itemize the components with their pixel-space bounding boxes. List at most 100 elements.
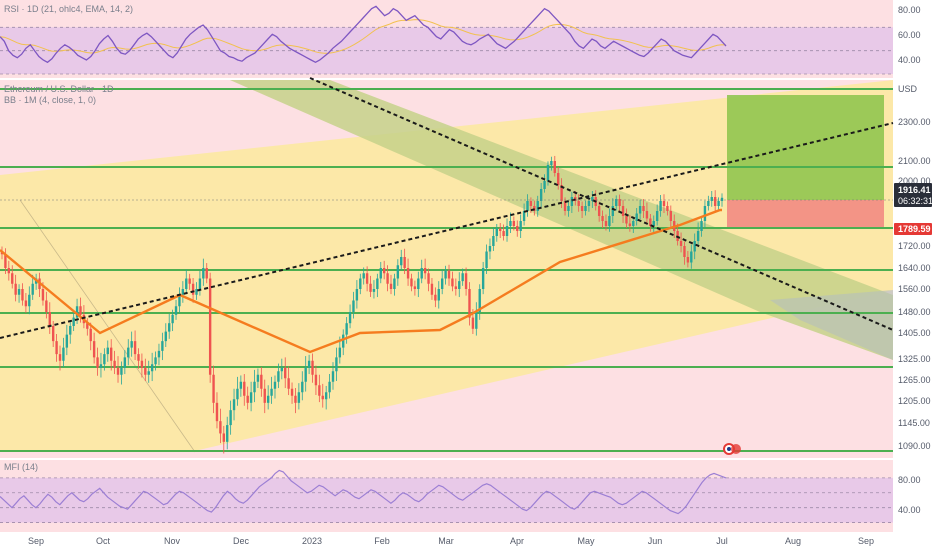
candle-body-189 — [645, 211, 649, 219]
candle-body-45 — [154, 357, 157, 365]
candle-body-129 — [440, 278, 444, 289]
price-tick-label-13: 1090.00 — [898, 441, 931, 451]
candle-body-81 — [277, 371, 280, 382]
candle-body-21 — [72, 317, 75, 326]
candle-body-160 — [546, 165, 550, 181]
candle-body-117 — [400, 257, 403, 266]
target-zone — [727, 95, 884, 200]
candle-body-126 — [430, 283, 434, 295]
candle-body-112 — [382, 268, 386, 274]
candle-body-66 — [226, 425, 229, 442]
candle-body-108 — [369, 283, 372, 292]
candle-body-27 — [92, 341, 96, 358]
candle-body-142 — [485, 251, 488, 268]
candle-body-82 — [280, 367, 284, 372]
candle-body-74 — [253, 381, 256, 393]
rsi-legend: RSI · 1D (21, ohlc4, EMA, 14, 2) — [4, 4, 133, 14]
candle-body-1 — [4, 254, 7, 268]
mfi-line — [0, 469, 727, 515]
candle-body-67 — [229, 410, 232, 426]
candle-body-73 — [249, 392, 253, 403]
candle-body-116 — [396, 265, 400, 279]
time-tick-label-12: Sep — [858, 536, 874, 546]
candle-body-40 — [137, 354, 140, 361]
candle-body-136 — [464, 273, 468, 289]
candle-body-103 — [352, 300, 355, 312]
candle-body-89 — [304, 367, 307, 382]
candle-body-36 — [123, 357, 127, 368]
candle-body-22 — [75, 306, 79, 318]
candle-body-199 — [679, 241, 683, 246]
candle-body-113 — [386, 273, 389, 284]
candle-body-130 — [444, 270, 447, 279]
candle-body-57 — [195, 289, 198, 295]
price-tick-label-7: 1480.00 — [898, 307, 931, 317]
candle-body-121 — [413, 286, 417, 289]
candle-body-118 — [403, 257, 406, 268]
us-flag-icon[interactable] — [723, 443, 741, 455]
price-tick-label-10: 1265.00 — [898, 375, 931, 385]
candle-body-192 — [655, 211, 659, 221]
candle-body-104 — [355, 289, 359, 301]
candle-body-33 — [113, 360, 116, 368]
candle-body-105 — [359, 278, 362, 289]
candle-body-80 — [273, 381, 277, 389]
candle-body-5 — [17, 289, 21, 295]
candle-body-101 — [345, 323, 348, 335]
current-price-tag-bg — [894, 183, 932, 207]
time-tick-label-8: May — [577, 536, 595, 546]
fib-diagonal — [19, 199, 196, 453]
candle-body-88 — [301, 381, 304, 393]
candle-body-193 — [659, 201, 662, 211]
candle-body-20 — [69, 326, 72, 335]
candle-body-60 — [205, 268, 208, 279]
candle-body-34 — [116, 367, 120, 375]
candle-body-209 — [713, 197, 717, 206]
time-tick-label-2: Nov — [164, 536, 181, 546]
candle-body-176 — [601, 216, 604, 221]
stop-price-tag-bg — [894, 223, 932, 235]
candle-body-165 — [563, 201, 567, 211]
price-tick-label-6: 1560.00 — [898, 284, 931, 294]
candle-body-180 — [615, 199, 618, 206]
candle-body-183 — [625, 216, 628, 224]
candle-body-95 — [324, 392, 328, 400]
main-layer — [0, 77, 894, 454]
current-price-tag: 1916.41 — [898, 185, 931, 195]
candle-body-63 — [215, 402, 219, 422]
candle-body-94 — [321, 395, 324, 400]
candle-body-14 — [48, 312, 51, 326]
candle-body-134 — [458, 281, 461, 289]
candle-body-76 — [260, 374, 263, 389]
price-tick-label-12: 1145.00 — [898, 418, 930, 428]
candle-body-48 — [164, 331, 167, 342]
price-tick-label-8: 1405.00 — [898, 328, 931, 338]
candle-body-143 — [488, 246, 492, 252]
candle-body-128 — [437, 289, 440, 301]
candle-body-167 — [570, 197, 574, 206]
candle-body-64 — [219, 421, 222, 434]
candle-body-119 — [406, 268, 410, 279]
candle-body-207 — [707, 201, 710, 206]
candle-body-15 — [51, 326, 55, 342]
candle-body-135 — [461, 273, 464, 282]
candle-body-125 — [427, 273, 430, 284]
candle-body-150 — [512, 221, 516, 226]
candle-body-157 — [536, 201, 539, 211]
mfi-tick-label-0: 80.00 — [898, 475, 921, 485]
rsi-tick-label-0: 80.00 — [898, 5, 921, 15]
candle-body-173 — [591, 197, 594, 201]
candle-body-52 — [178, 294, 181, 307]
candle-body-98 — [335, 357, 338, 372]
candle-body-147 — [502, 231, 505, 236]
stop-price-tag: 1789.59 — [898, 224, 931, 234]
time-tick-label-6: Mar — [438, 536, 454, 546]
candle-body-169 — [577, 201, 580, 206]
candle-body-152 — [519, 221, 522, 231]
price-tick-label-4: 1720.00 — [898, 241, 931, 251]
candle-body-9 — [31, 283, 34, 295]
candle-body-35 — [120, 367, 123, 375]
candle-body-141 — [481, 268, 485, 289]
